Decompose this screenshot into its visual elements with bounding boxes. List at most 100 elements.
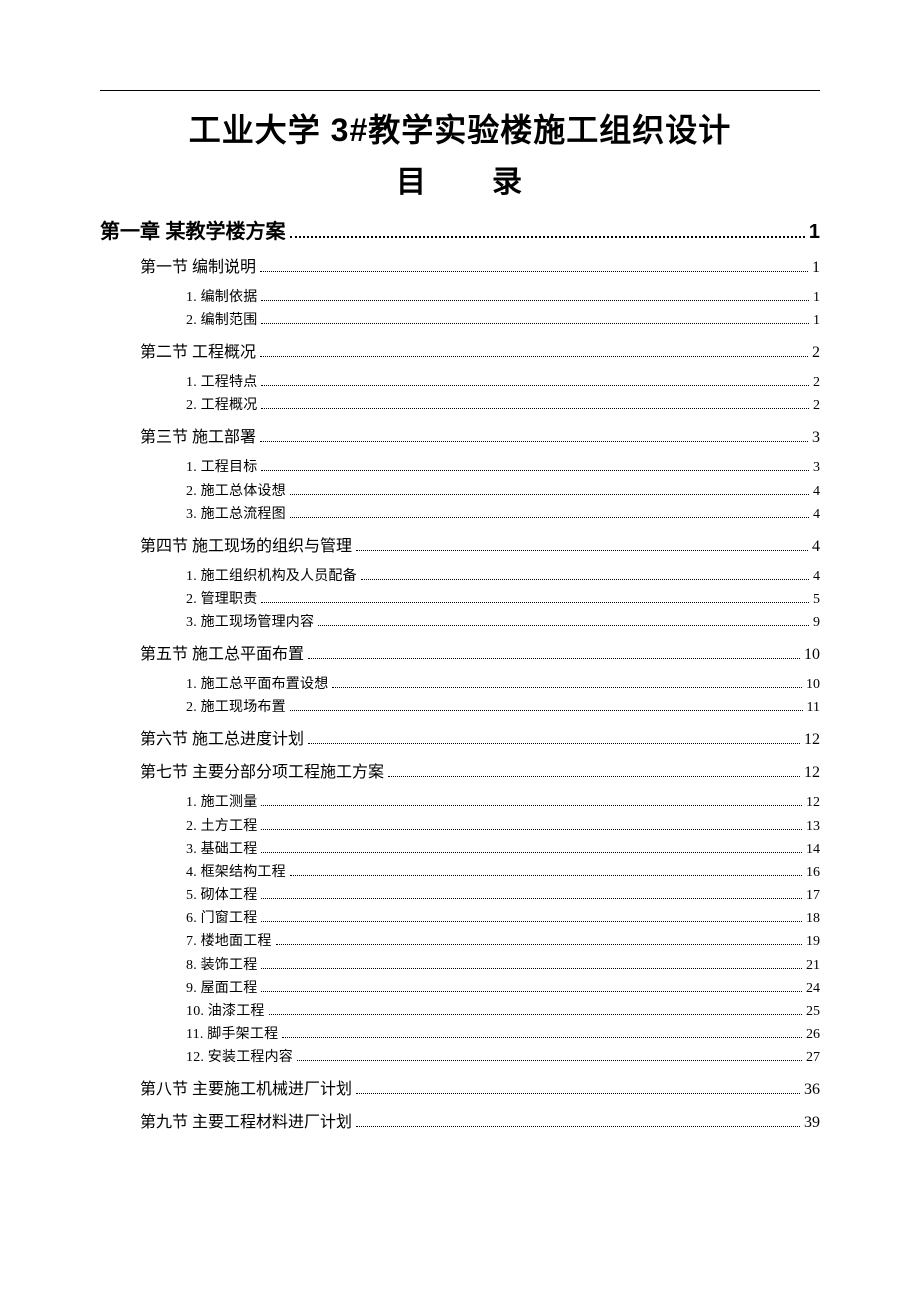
toc-entry[interactable]: 第七节 主要分部分项工程施工方案 12 (140, 758, 820, 782)
toc-entry-label: 2. 施工总体设想 (186, 480, 286, 500)
toc-entry-page: 18 (806, 911, 820, 927)
toc-entry-label: 2. 管理职责 (186, 588, 257, 608)
toc-entry[interactable]: 第九节 主要工程材料进厂计划39 (140, 1108, 820, 1132)
toc-entry-label: 2. 施工现场布置 (186, 696, 286, 716)
toc-entry-page: 14 (806, 842, 820, 858)
toc-entry-label: 第五节 施工总平面布置 (140, 640, 304, 664)
toc-entry-label: 1. 施工测量 (186, 791, 257, 811)
toc-leader (282, 1029, 802, 1039)
toc-entry-page: 16 (806, 865, 820, 881)
toc-entry-label: 2. 工程概况 (186, 394, 257, 414)
toc-entry[interactable]: 第二节 工程概况2 (140, 338, 820, 362)
toc-entry-label: 第二节 工程概况 (140, 338, 256, 362)
toc-entry-label: 1. 施工总平面布置设想 (186, 673, 328, 693)
toc-entry[interactable]: 10. 油漆工程25 (186, 1000, 820, 1020)
toc-entry[interactable]: 11. 脚手架工程26 (186, 1023, 820, 1043)
toc-leader (297, 1052, 802, 1062)
toc-leader (260, 261, 808, 272)
toc-entry[interactable]: 1. 编制依据1 (186, 286, 820, 306)
toc-leader (261, 982, 802, 992)
toc-entry-page: 3 (812, 429, 820, 447)
toc-entry-page: 4 (813, 569, 820, 585)
toc-entry[interactable]: 第一节 编制说明1 (140, 253, 820, 277)
toc-leader (332, 678, 802, 688)
toc-entry[interactable]: 1. 工程目标 3 (186, 456, 820, 476)
toc-entry-label: 3. 施工总流程图 (186, 503, 286, 523)
toc-entry-page: 39 (804, 1114, 820, 1132)
toc-entry[interactable]: 第一章 某教学楼方案1 (100, 215, 820, 244)
toc-entry-page: 13 (806, 819, 820, 835)
toc-leader (261, 959, 802, 969)
toc-entry-label: 第七节 主要分部分项工程施工方案 (140, 758, 384, 782)
toc-entry-page: 10 (806, 677, 820, 693)
toc-entry-label: 3. 施工现场管理内容 (186, 611, 314, 631)
toc-entry-page: 1 (813, 313, 820, 329)
toc-entry-label: 第六节 施工总进度计划 (140, 725, 304, 749)
page-container: 工业大学 3#教学实验楼施工组织设计 目 录 第一章 某教学楼方案1第一节 编制… (0, 0, 920, 1302)
toc-leader (361, 570, 809, 580)
toc-entry-page: 4 (813, 507, 820, 523)
toc-entry[interactable]: 2. 工程概况 2 (186, 394, 820, 414)
toc-entry-page: 19 (806, 934, 820, 950)
toc-entry[interactable]: 2. 土方工程13 (186, 815, 820, 835)
toc-entry-page: 3 (813, 460, 820, 476)
toc-entry[interactable]: 第四节 施工现场的组织与管理4 (140, 532, 820, 556)
toc-entry[interactable]: 3. 施工现场管理内容 9 (186, 611, 820, 631)
toc-entry-page: 25 (806, 1004, 820, 1020)
toc-entry-page: 2 (813, 398, 820, 414)
toc-entry-page: 1 (812, 259, 820, 277)
toc-entry-label: 1. 工程目标 (186, 456, 257, 476)
toc-entry[interactable]: 3. 施工总流程图 4 (186, 503, 820, 523)
toc-entry[interactable]: 2. 编制范围1 (186, 309, 820, 329)
toc-entry-page: 11 (807, 700, 820, 716)
toc-entry-page: 12 (806, 795, 820, 811)
toc-leader (261, 889, 802, 899)
toc-entry[interactable]: 第五节 施工总平面布置10 (140, 640, 820, 664)
toc-entry[interactable]: 2. 施工总体设想 4 (186, 480, 820, 500)
toc-entry-label: 3. 基础工程 (186, 838, 257, 858)
toc-entry[interactable]: 1. 施工组织机构及人员配备4 (186, 565, 820, 585)
toc-entry-page: 9 (813, 615, 820, 631)
toc-entry[interactable]: 9. 屋面工程 24 (186, 977, 820, 997)
toc-leader (261, 797, 802, 807)
toc-leader (356, 1083, 800, 1094)
toc-entry-label: 1. 工程特点 (186, 371, 257, 391)
toc-entry[interactable]: 5. 砌体工程17 (186, 884, 820, 904)
toc-entry-label: 4. 框架结构工程 (186, 861, 286, 881)
toc-entry-label: 第八节 主要施工机械进厂计划 (140, 1075, 352, 1099)
toc-leader (356, 1116, 800, 1127)
toc-entry-page: 24 (806, 981, 820, 997)
toc-entry-page: 36 (804, 1081, 820, 1099)
toc-leader (261, 593, 809, 603)
toc-entry[interactable]: 3. 基础工程 14 (186, 838, 820, 858)
toc-entry-label: 9. 屋面工程 (186, 977, 257, 997)
toc-entry[interactable]: 第八节 主要施工机械进厂计划 36 (140, 1075, 820, 1099)
toc-entry[interactable]: 1. 施工总平面布置设想 10 (186, 673, 820, 693)
toc-entry[interactable]: 7. 楼地面工程 19 (186, 930, 820, 950)
toc-leader (261, 400, 809, 410)
toc-entry[interactable]: 8. 装饰工程21 (186, 954, 820, 974)
toc-entry[interactable]: 第六节 施工总进度计划 12 (140, 725, 820, 749)
toc-leader (261, 315, 809, 325)
toc-leader (261, 377, 809, 387)
toc-entry[interactable]: 1. 施工测量 12 (186, 791, 820, 811)
toc-entry[interactable]: 12. 安装工程内容27 (186, 1046, 820, 1066)
toc-entry-label: 第三节 施工部署 (140, 423, 256, 447)
toc-entry[interactable]: 第三节 施工部署 3 (140, 423, 820, 447)
toc-entry-page: 12 (804, 764, 820, 782)
toc-leader (388, 766, 800, 777)
toc-entry-page: 5 (813, 592, 820, 608)
toc-entry-label: 7. 楼地面工程 (186, 930, 272, 950)
toc-entry[interactable]: 6. 门窗工程 18 (186, 907, 820, 927)
toc-entry[interactable]: 1. 工程特点2 (186, 371, 820, 391)
toc-entry-page: 4 (813, 484, 820, 500)
toc-leader (308, 733, 800, 744)
toc-entry[interactable]: 2. 施工现场布置 11 (186, 696, 820, 716)
toc-entry-label: 第一章 某教学楼方案 (100, 215, 286, 244)
toc-entry-page: 17 (806, 888, 820, 904)
toc-entry[interactable]: 4. 框架结构工程 16 (186, 861, 820, 881)
toc-leader (290, 702, 803, 712)
toc-entry[interactable]: 2. 管理职责 5 (186, 588, 820, 608)
toc-entry-label: 6. 门窗工程 (186, 907, 257, 927)
toc-entry-page: 12 (804, 731, 820, 749)
